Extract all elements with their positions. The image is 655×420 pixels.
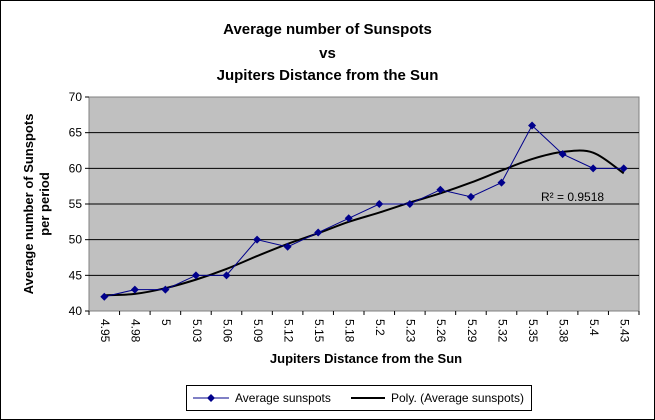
legend-swatch-average-sunspots	[193, 394, 229, 402]
y-tick-label: 45	[69, 268, 83, 282]
x-tick-label: 5.06	[220, 319, 234, 343]
y-tick-label: 60	[69, 161, 83, 175]
x-tick-label: 5.32	[495, 319, 509, 343]
data-point	[619, 164, 628, 173]
chart-title-line-3: Jupiters Distance from the Sun	[216, 67, 439, 84]
data-point	[100, 292, 109, 301]
trendline-curve	[104, 149, 625, 297]
x-tick-label: 5.35	[526, 319, 540, 343]
x-tick-label: 5.26	[434, 319, 448, 343]
data-point	[589, 164, 598, 173]
data-point	[528, 121, 537, 130]
data-point	[558, 150, 567, 159]
x-tick-label: 5.38	[556, 319, 570, 343]
data-point	[375, 200, 384, 208]
x-tick-label: 5.2	[373, 319, 387, 336]
y-axis-title-line-1: Average number of Sunspots	[21, 114, 36, 295]
x-axis-title: Jupiters Distance from the Sun	[270, 351, 462, 366]
x-tick-label: 4.98	[129, 319, 143, 343]
y-tick-label: 40	[69, 304, 83, 318]
x-tick-label: 4.95	[98, 319, 112, 343]
legend-label-average-sunspots: Average sunspots	[235, 391, 331, 405]
y-tick-label: 50	[69, 233, 83, 247]
x-tick-label: 5.43	[618, 319, 632, 343]
data-point	[497, 178, 506, 187]
x-tick-label: 5.09	[251, 319, 265, 343]
series-line	[104, 124, 624, 298]
data-point	[314, 228, 323, 237]
x-tick-label: 5.4	[587, 319, 601, 336]
x-tick-label: 5.29	[465, 319, 479, 343]
data-point	[191, 271, 200, 280]
chart-title-line-2: vs	[319, 45, 336, 62]
x-tick-label: 5.18	[343, 319, 357, 343]
x-tick-label: 5	[159, 319, 173, 326]
data-point	[222, 271, 231, 280]
data-point	[405, 200, 414, 208]
x-tick-label: 5.12	[281, 319, 295, 343]
y-tick-label: 70	[69, 90, 83, 104]
data-point	[130, 285, 139, 294]
legend-swatch-trendline	[351, 397, 385, 399]
y-tick-label: 55	[69, 197, 83, 211]
data-point	[161, 285, 170, 294]
y-axis-title-line-2: per period	[37, 172, 52, 236]
data-point	[436, 185, 445, 194]
x-tick-label: 5.23	[404, 319, 418, 343]
x-tick-label: 5.15	[312, 319, 326, 343]
chart-title-line-1: Average number of Sunspots	[223, 21, 432, 38]
r-squared-label: R² = 0.9518	[541, 190, 604, 204]
data-point	[253, 235, 262, 244]
data-point	[466, 192, 475, 201]
data-point	[344, 214, 353, 223]
x-tick-label: 5.03	[190, 319, 204, 343]
chart-legend: Average sunspots Poly. (Average sunspots…	[186, 385, 532, 411]
y-tick-label: 65	[69, 126, 83, 140]
data-point	[283, 242, 292, 251]
legend-label-trendline: Poly. (Average sunspots)	[391, 391, 524, 405]
